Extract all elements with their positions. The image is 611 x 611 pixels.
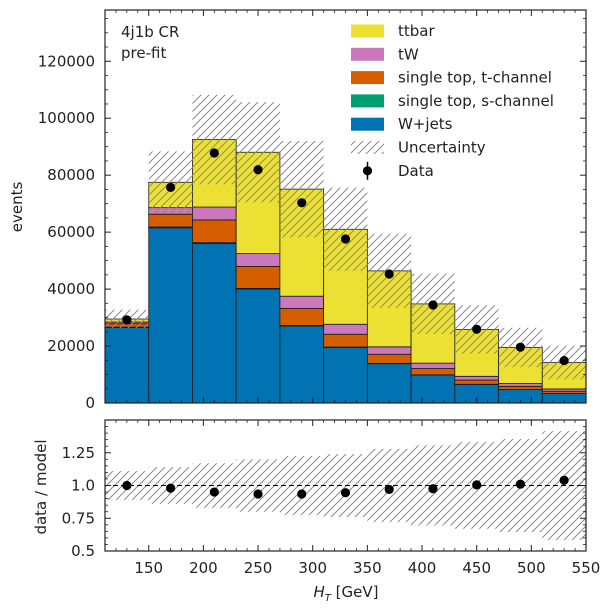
ratio-y-axis-title: data / model xyxy=(32,439,50,534)
bar-tw-bin-7 xyxy=(410,362,456,369)
bar-single-top-t-channel-bin-6 xyxy=(366,353,412,364)
ratio-y-tick-label-2: 1.0 xyxy=(71,477,95,495)
legend-data-marker xyxy=(362,166,373,176)
y-tick-label-2: 40000 xyxy=(47,280,95,298)
data-point-7 xyxy=(428,300,438,310)
data-point-8 xyxy=(472,324,482,334)
bar-w-jets-bin-4 xyxy=(279,325,325,403)
legend-swatch-1 xyxy=(351,47,384,61)
ratio-y-tick-label-1: 0.75 xyxy=(62,509,95,527)
bar-single-top-t-channel-bin-1 xyxy=(148,213,193,228)
legend-swatch-3 xyxy=(351,94,384,108)
y-tick-label-3: 60000 xyxy=(47,223,95,241)
data-point-0 xyxy=(122,315,132,325)
legend-swatch-0 xyxy=(351,24,384,38)
x-tick-label-2: 250 xyxy=(244,559,273,577)
data-point-9 xyxy=(515,342,526,352)
bar-single-top-t-channel-bin-2 xyxy=(192,219,237,244)
x-tick-label-1: 200 xyxy=(189,559,218,577)
ratio-panel: 0.5 0.75 1.0 1.25 150 200 250 300 350 400 450 500 55… xyxy=(32,419,601,604)
legend: ttbar tW single top, t-channel single top, … xyxy=(351,22,554,180)
x-tick-label-3: 300 xyxy=(298,559,327,577)
bar-single-top-t-channel-bin-5 xyxy=(323,333,368,348)
bar-single-top-t-channel-bin-4 xyxy=(279,308,325,326)
bar-w-jets-bin-6 xyxy=(366,363,412,403)
legend-label-3: single top, s-channel xyxy=(398,92,554,110)
data-point-1 xyxy=(165,182,176,193)
bar-w-jets-bin-1 xyxy=(148,227,193,403)
uncertainty-band-bin-5 xyxy=(323,187,368,271)
bar-single-top-t-channel-bin-7 xyxy=(410,368,456,376)
legend-swatch-uncertainty xyxy=(351,141,384,154)
legend-label-6: Data xyxy=(398,162,434,180)
x-tick-label-4: 350 xyxy=(353,559,382,577)
bar-w-jets-bin-2 xyxy=(192,243,237,403)
bar-tw-bin-9 xyxy=(498,383,543,387)
bar-w-jets-bin-3 xyxy=(235,288,281,403)
bar-tw-bin-5 xyxy=(323,323,368,335)
bar-tw-bin-3 xyxy=(235,253,281,267)
uncertainty-band-bin-4 xyxy=(279,141,324,238)
legend-label-0: ttbar xyxy=(398,22,435,40)
ratio-point-7 xyxy=(428,484,438,494)
bar-w-jets-bin-7 xyxy=(410,374,456,403)
main-panel: 0 20000 40000 60000 80000 100000 120000 4j1b C… xyxy=(8,9,587,412)
bar-w-jets-bin-0 xyxy=(105,327,150,403)
y-tick-label-0: 0 xyxy=(85,394,95,412)
ratio-point-2 xyxy=(209,487,219,497)
data-point-6 xyxy=(384,269,394,279)
y-axis-title: events xyxy=(8,182,26,233)
ratio-point-9 xyxy=(515,479,526,489)
data-point-3 xyxy=(253,165,263,175)
legend-label-2: single top, t-channel xyxy=(398,69,552,87)
ratio-point-8 xyxy=(472,480,482,490)
x-tick-label-6: 450 xyxy=(462,559,491,577)
legend-swatch-2 xyxy=(351,71,384,85)
bar-single-top-t-channel-bin-8 xyxy=(454,379,499,385)
bar-single-top-t-channel-bin-9 xyxy=(498,385,543,390)
x-tick-label-7: 500 xyxy=(517,559,546,577)
legend-swatch-4 xyxy=(351,117,384,131)
y-tick-label-6: 120000 xyxy=(38,52,95,70)
data-point-2 xyxy=(209,148,219,158)
x-tick-label-5: 400 xyxy=(408,559,437,577)
ratio-point-4 xyxy=(297,489,307,499)
uncertainty-band-bin-1 xyxy=(148,151,193,214)
bar-tw-bin-8 xyxy=(454,375,499,381)
x-tick-label-8: 550 xyxy=(572,559,601,577)
data-point-10 xyxy=(559,355,569,366)
legend-label-4: W+jets xyxy=(398,115,453,133)
ratio-y-tick-label-3: 1.25 xyxy=(62,444,95,462)
y-tick-label-5: 100000 xyxy=(38,109,95,127)
data-point-4 xyxy=(297,198,307,208)
ratio-point-5 xyxy=(340,488,351,498)
ratio-point-1 xyxy=(165,483,176,493)
x-axis-title: HT [GeV] xyxy=(314,583,379,604)
bar-tw-bin-2 xyxy=(192,206,237,221)
x-tick-label-0: 150 xyxy=(134,559,163,577)
region-label: 4j1b CR xyxy=(121,23,179,41)
fit-status-label: pre-fit xyxy=(121,44,166,62)
uncertainty-band-bin-3 xyxy=(236,102,280,203)
bar-tw-bin-4 xyxy=(279,295,325,309)
legend-label-5: Uncertainty xyxy=(398,139,486,157)
legend-label-1: tW xyxy=(398,45,419,63)
ratio-point-10 xyxy=(559,475,569,485)
ratio-point-6 xyxy=(384,484,394,495)
y-tick-label-4: 80000 xyxy=(47,166,95,184)
data-point-5 xyxy=(340,234,351,244)
ratio-point-3 xyxy=(253,489,263,499)
ratio-point-0 xyxy=(122,480,132,491)
bar-w-jets-bin-5 xyxy=(323,347,368,403)
y-tick-label-1: 20000 xyxy=(47,337,95,355)
ratio-y-tick-label-0: 0.5 xyxy=(71,542,95,560)
uncertainty-band-bin-2 xyxy=(192,94,237,185)
bar-single-top-t-channel-bin-3 xyxy=(235,266,281,289)
bar-tw-bin-6 xyxy=(366,346,412,355)
